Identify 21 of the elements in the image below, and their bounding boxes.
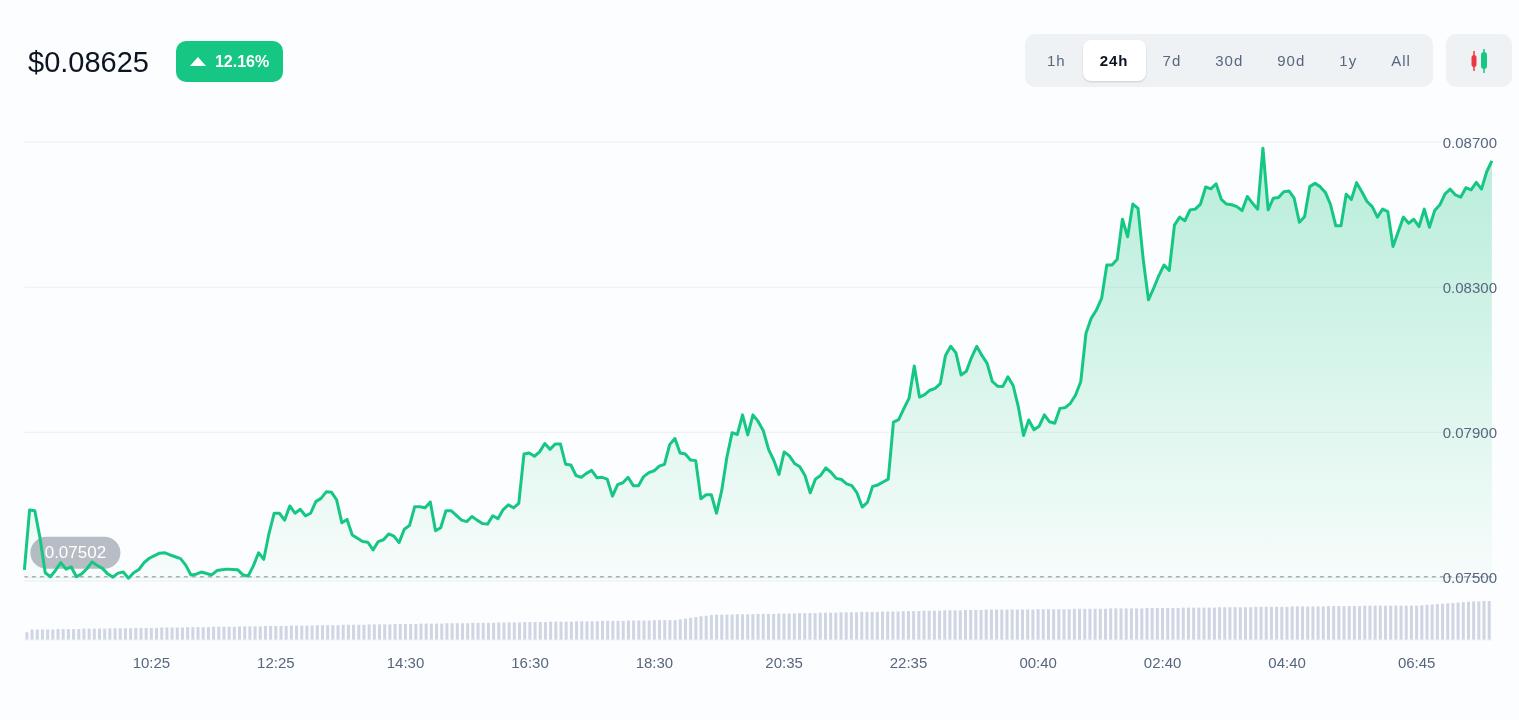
x-tick-label: 10:25	[132, 653, 171, 671]
y-tick-label: 0.08700	[1442, 133, 1497, 151]
y-tick-label: 0.07900	[1442, 423, 1497, 441]
x-tick-label: 14:30	[386, 653, 425, 671]
y-tick-label: 0.07500	[1442, 568, 1497, 586]
x-tick-label: 04:40	[1268, 653, 1306, 671]
x-tick-label: 16:30	[511, 653, 549, 671]
x-tick-label: 12:25	[257, 653, 295, 671]
y-tick-label: 0.08300	[1442, 278, 1497, 296]
badge: 12.16%	[175, 41, 284, 82]
x-tick-label: 06:45	[1397, 653, 1436, 671]
x-tick-label: 18:30	[635, 653, 674, 671]
x-tick-label: 00:40	[1019, 653, 1057, 671]
x-tick-label: 22:35	[889, 653, 928, 671]
range-tabs: 1h 24h 7d 30d 90d 1y All	[1025, 34, 1433, 87]
chart-subtitle: 12.16%	[214, 51, 270, 72]
x-tick-label: 20:35	[765, 653, 803, 671]
selected-tab: 24h	[1082, 40, 1146, 81]
ref-line-label: 0.07502	[44, 543, 107, 563]
chart-title: $0.08625	[28, 44, 149, 79]
x-tick-label: 02:40	[1143, 653, 1182, 671]
